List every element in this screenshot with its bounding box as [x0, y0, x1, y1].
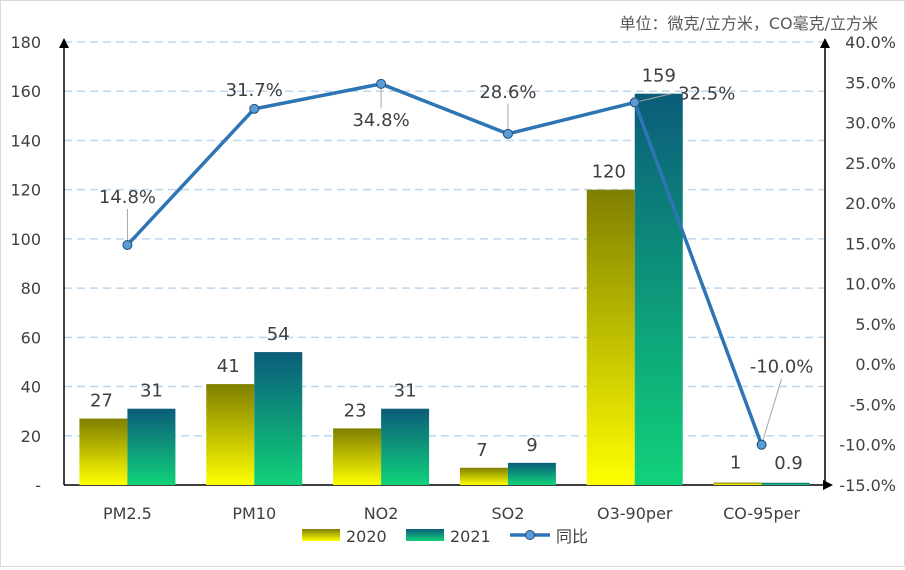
y-left-tick-label: 40 — [21, 378, 41, 397]
data-labels: 27 31 41 54 23 31 7 9 120 159 1 0.9 14.8% 31.7% 34.8% 2… — [90, 66, 813, 474]
legend-label-2020: 2020 — [346, 527, 387, 546]
data-label-2020: 23 — [344, 400, 367, 421]
data-label-2021: 9 — [526, 435, 537, 456]
gridlines — [64, 41, 825, 437]
yoy-point — [756, 439, 767, 450]
y-right-tick-label: 5.0% — [855, 315, 896, 334]
y-right-axis-arrow — [820, 38, 830, 48]
data-label-2020: 41 — [217, 356, 240, 377]
yoy-point — [249, 103, 260, 114]
yoy-point — [629, 97, 640, 108]
x-tick-label: PM2.5 — [103, 504, 152, 523]
y-right-tick-label: 0.0% — [855, 355, 896, 374]
yoy-line — [122, 78, 783, 450]
y-right-tick-label: 35.0% — [845, 73, 896, 92]
bar-2020 — [586, 189, 635, 485]
bar-2020 — [206, 384, 255, 485]
data-label-2020: 120 — [592, 162, 626, 183]
y-right-tick-label: -10.0% — [839, 436, 896, 455]
data-label-yoy: 31.7% — [226, 80, 283, 101]
legend-swatch-2021 — [406, 529, 444, 541]
data-label-2020: 1 — [730, 453, 741, 474]
y-right-tick-label: 20.0% — [845, 194, 896, 213]
data-label-2021: 159 — [642, 66, 676, 87]
y-right-tick-label: -5.0% — [850, 395, 896, 414]
legend-label-2021: 2021 — [450, 527, 491, 546]
bar-2020 — [79, 418, 128, 485]
yoy-point — [122, 239, 133, 250]
data-label-2021: 31 — [394, 381, 417, 402]
data-label-yoy: 34.8% — [352, 110, 409, 131]
data-label-2021: 31 — [140, 381, 163, 402]
y-right-tick-label: 30.0% — [845, 114, 896, 133]
bar-2020 — [333, 428, 382, 485]
data-label-yoy: 32.5% — [678, 83, 735, 104]
y-left-tick-label: 100 — [10, 230, 41, 249]
yoy-leader-line — [761, 378, 783, 445]
data-label-2021: 54 — [267, 324, 290, 345]
x-tick-label: PM10 — [232, 504, 276, 523]
legend-label-yoy: 同比 — [556, 527, 588, 546]
data-label-yoy: 28.6% — [479, 82, 536, 103]
x-tick-label: CO-95per — [723, 504, 800, 523]
y-right-tick-label: -15.0% — [839, 476, 896, 495]
y-left-tick-label: 160 — [10, 82, 41, 101]
unit-note: 单位：微克/立方米，CO毫克/立方米 — [619, 14, 878, 33]
y-left-tick-label: 140 — [10, 131, 41, 150]
yoy-line-path — [126, 82, 764, 446]
bar-2020 — [713, 482, 762, 485]
bars — [79, 93, 810, 485]
data-label-2021: 0.9 — [774, 453, 803, 474]
y-right-tick-label: 25.0% — [845, 154, 896, 173]
y-left-tick-label: 120 — [10, 181, 41, 200]
legend-swatch-2020 — [302, 529, 340, 541]
data-label-yoy: -10.0% — [750, 357, 814, 378]
y-left-tick-label: 20 — [21, 427, 41, 446]
yoy-point — [376, 78, 387, 89]
y-left-tick-label: 80 — [21, 279, 41, 298]
y-left-axis-arrow — [59, 38, 69, 48]
bar-2021 — [634, 93, 683, 485]
y-left-tick-label: - — [35, 476, 41, 495]
x-axis-arrow — [823, 480, 833, 490]
bar-2021 — [507, 462, 556, 485]
x-tick-label: O3-90per — [597, 504, 673, 523]
y-right-tick-label: 15.0% — [845, 234, 896, 253]
bar-2021 — [761, 482, 810, 485]
axes: - 20 40 60 80 100 120 140 160 180 -15.0% -10.0% -5.0… — [10, 33, 896, 523]
yoy-leader-line — [634, 92, 673, 103]
legend: 2020 2021 同比 — [302, 527, 588, 546]
data-label-2020: 27 — [90, 391, 113, 412]
y-left-tick-label: 60 — [21, 328, 41, 347]
bar-2021 — [381, 408, 430, 485]
data-label-2020: 7 — [476, 440, 487, 461]
bar-2021 — [254, 352, 303, 485]
y-right-tick-label: 10.0% — [845, 275, 896, 294]
data-label-yoy: 14.8% — [99, 187, 156, 208]
yoy-point — [502, 128, 513, 139]
x-tick-label: SO2 — [491, 504, 524, 523]
y-right-tick-label: 40.0% — [845, 33, 896, 52]
legend-marker-yoy — [525, 530, 535, 540]
bar-2020 — [459, 467, 508, 485]
bar-2021 — [127, 408, 176, 485]
y-left-tick-label: 180 — [10, 33, 41, 52]
x-tick-label: NO2 — [364, 504, 399, 523]
